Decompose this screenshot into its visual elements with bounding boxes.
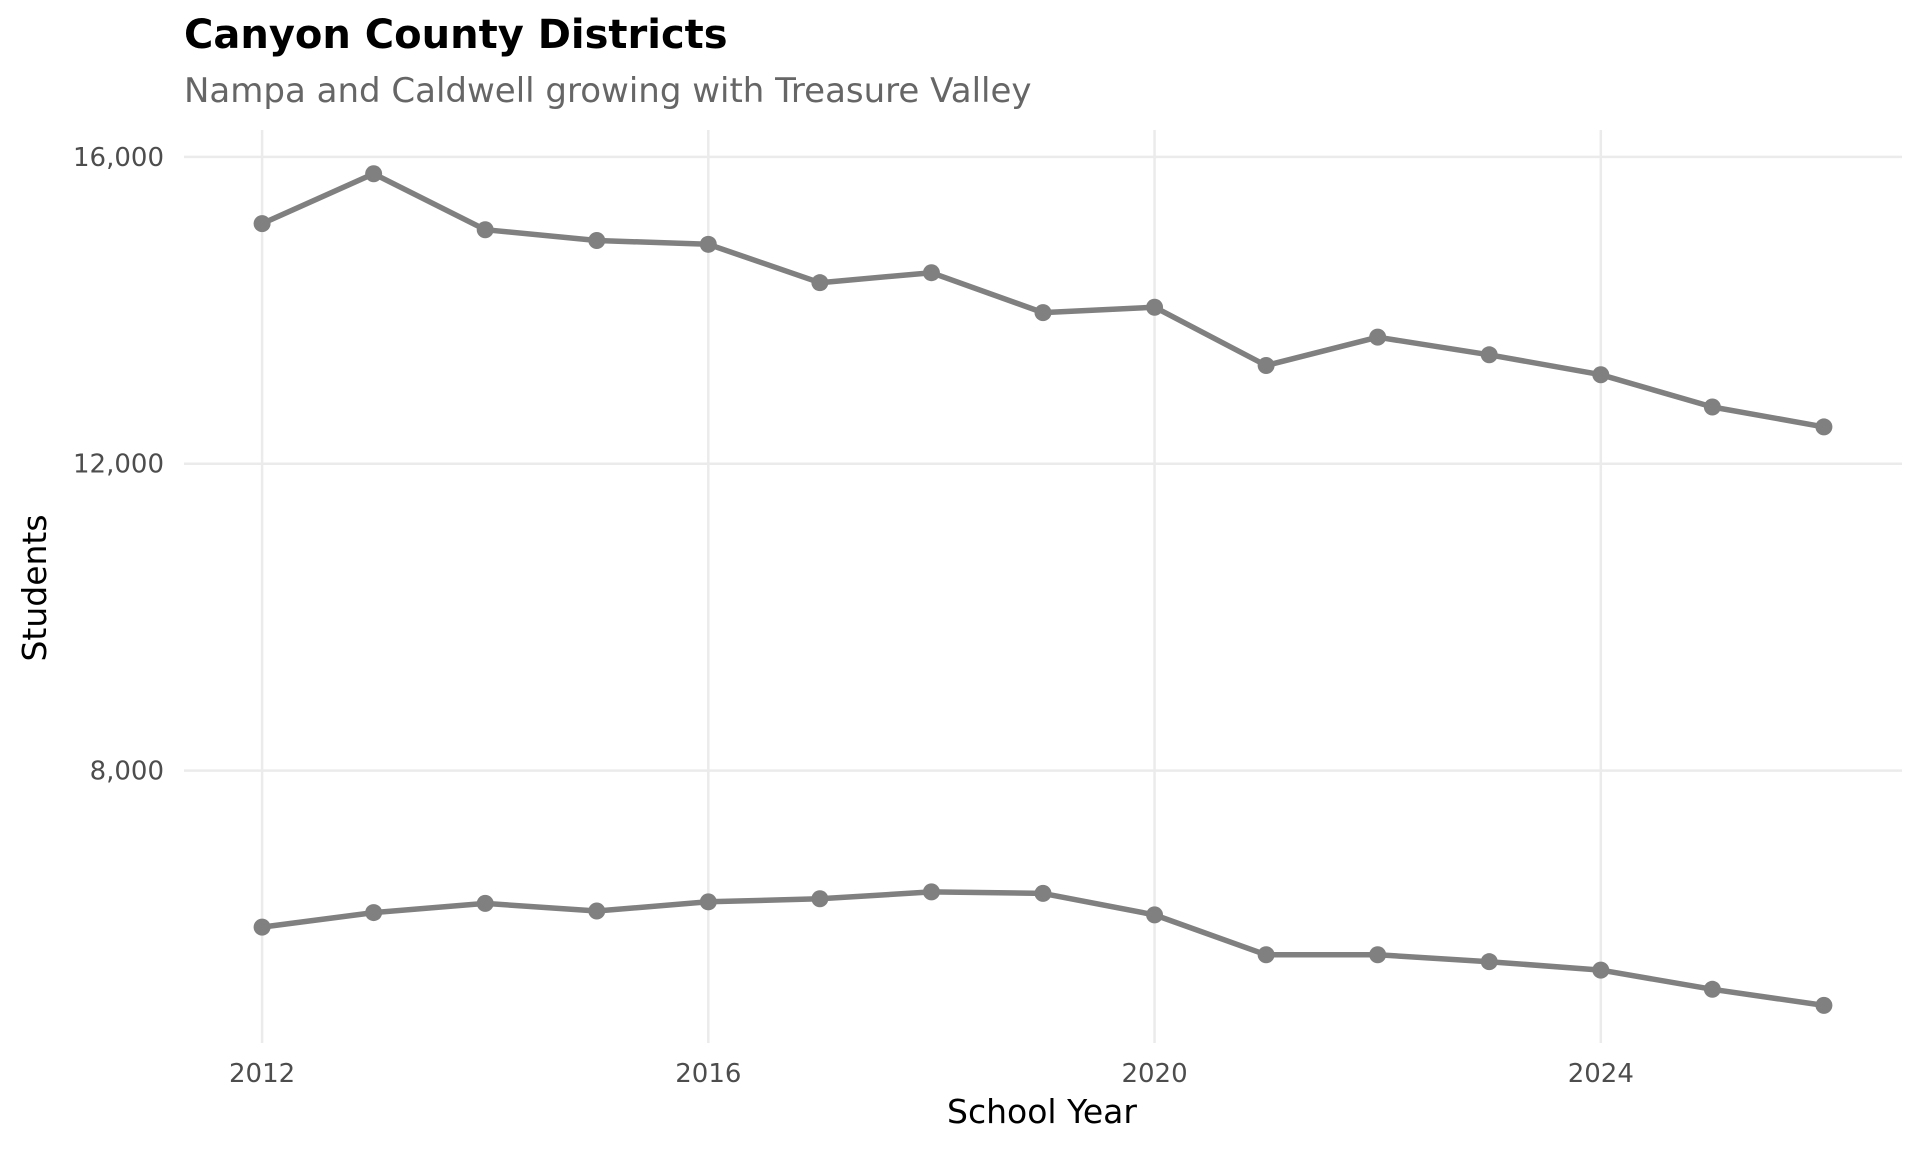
grid <box>184 130 1902 1043</box>
data-point <box>588 902 606 920</box>
data-point <box>922 883 940 901</box>
data-point <box>253 215 271 233</box>
data-point <box>476 894 494 912</box>
plot-series <box>253 165 1833 1014</box>
x-tick-label: 2020 <box>1121 1059 1187 1089</box>
series-1 <box>253 165 1833 436</box>
data-point <box>1369 328 1387 346</box>
data-point <box>1034 884 1052 902</box>
series-2 <box>253 883 1833 1014</box>
data-point <box>1703 980 1721 998</box>
data-point <box>699 235 717 253</box>
data-point <box>922 264 940 282</box>
x-axis-title: School Year <box>947 1092 1137 1131</box>
data-point <box>1815 418 1833 436</box>
series-line <box>259 889 1827 1009</box>
data-point <box>365 904 383 922</box>
data-point <box>1703 398 1721 416</box>
y-axis-title: Students <box>15 514 54 661</box>
data-point <box>1815 996 1833 1014</box>
y-tick-label: 16,000 <box>73 143 164 173</box>
data-point <box>699 893 717 911</box>
chart-title: Canyon County Districts <box>184 12 728 58</box>
data-point <box>1369 946 1387 964</box>
data-point <box>476 221 494 239</box>
series-line <box>259 170 1827 430</box>
x-tick-label: 2024 <box>1568 1059 1634 1089</box>
x-tick-label: 2016 <box>675 1059 741 1089</box>
data-point <box>365 165 383 183</box>
data-point <box>811 890 829 908</box>
data-point <box>253 918 271 936</box>
data-point <box>1146 298 1164 316</box>
data-point <box>1257 946 1275 964</box>
data-point <box>1592 961 1610 979</box>
data-point <box>1257 357 1275 375</box>
data-point <box>1146 906 1164 924</box>
data-point <box>1480 953 1498 971</box>
y-tick-label: 8,000 <box>90 757 164 787</box>
x-tick-label: 2012 <box>229 1059 295 1089</box>
data-point <box>1480 346 1498 364</box>
data-point <box>811 274 829 292</box>
axis-ticks: 8,000 12,000 16,000 2012 2016 2020 2024 <box>73 143 1634 1089</box>
y-tick-label: 12,000 <box>73 450 164 480</box>
chart-subtitle: Nampa and Caldwell growing with Treasure… <box>184 71 1032 111</box>
data-point <box>1034 304 1052 322</box>
data-point <box>1592 366 1610 384</box>
data-point <box>588 231 606 249</box>
